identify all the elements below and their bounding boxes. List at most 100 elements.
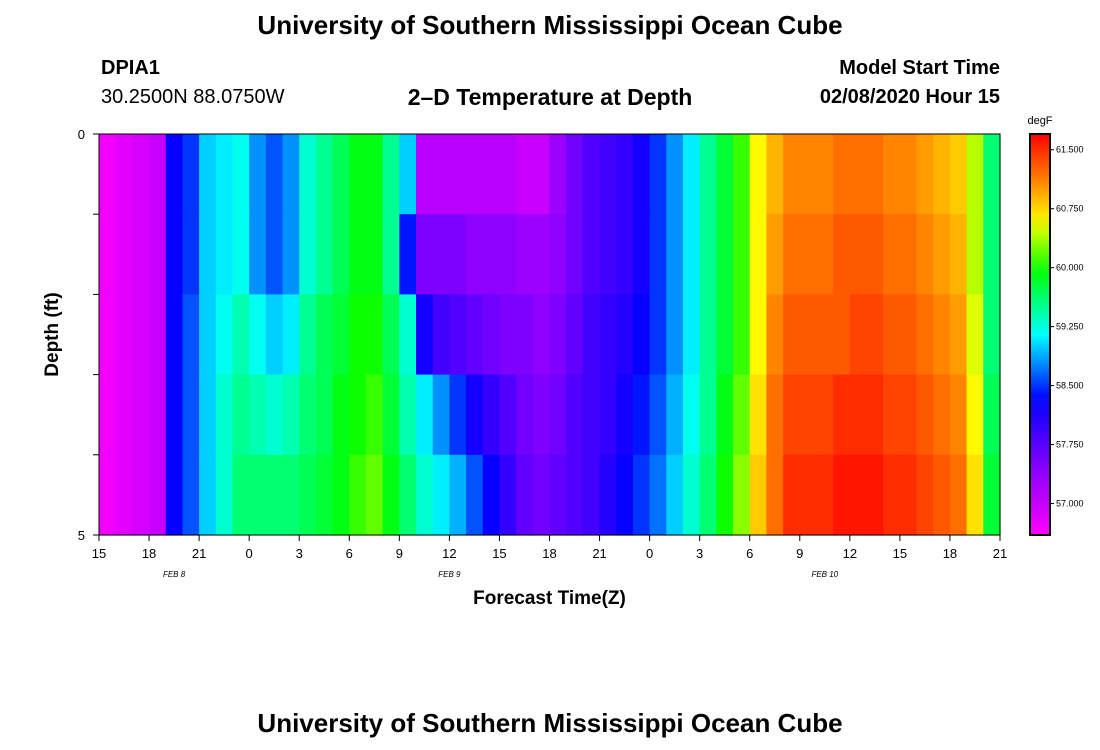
- heatmap-cell: [666, 374, 684, 456]
- heatmap-cell: [599, 454, 617, 536]
- heatmap-cell: [616, 134, 634, 215]
- heatmap-cell: [199, 214, 217, 295]
- heatmap-cell: [165, 374, 184, 456]
- heatmap-cell: [282, 374, 300, 456]
- heatmap-cell: [149, 214, 167, 295]
- heatmap-cell: [566, 214, 584, 295]
- heatmap-cell: [933, 374, 951, 456]
- heatmap-cell: [799, 454, 818, 536]
- heatmap-cell: [232, 134, 250, 215]
- heatmap-cell: [516, 374, 534, 456]
- heatmap-cell: [682, 134, 701, 215]
- heatmap-cell: [766, 374, 784, 456]
- heatmap-cell: [532, 374, 551, 456]
- heatmap-cell: [449, 454, 467, 536]
- heatmap-cell: [249, 454, 267, 536]
- heatmap-cell: [315, 294, 334, 376]
- heatmap-cell: [632, 214, 651, 295]
- day-label: FEB 9: [438, 570, 461, 579]
- heatmap-cell: [349, 374, 367, 456]
- heatmap-cell: [549, 294, 567, 376]
- heatmap-cell: [532, 294, 551, 376]
- heatmap-cell: [566, 294, 584, 376]
- heatmap-cell: [933, 294, 951, 376]
- x-tick-label: 21: [192, 546, 206, 561]
- heatmap-cell: [299, 294, 317, 376]
- heatmap-cell: [416, 374, 434, 456]
- heatmap-cell: [99, 214, 117, 295]
- day-label: FEB 10: [811, 570, 838, 579]
- colorbar-label: 57.000: [1056, 499, 1084, 509]
- heatmap-cell: [682, 294, 701, 376]
- x-tick-label: 6: [746, 546, 753, 561]
- heatmap-cell: [149, 134, 167, 215]
- heatmap-cell: [132, 294, 150, 376]
- station-id: DPIA1: [101, 57, 160, 79]
- heatmap-cell: [532, 134, 551, 215]
- heatmap-cell: [733, 214, 751, 295]
- heatmap-cell: [666, 134, 684, 215]
- y-tick-label: 5: [78, 528, 85, 543]
- heatmap-cell: [799, 374, 818, 456]
- heatmap-cell: [182, 374, 200, 456]
- heatmap-cell: [232, 374, 250, 456]
- x-tick-label: 21: [993, 546, 1007, 561]
- x-tick-label: 0: [646, 546, 653, 561]
- heatmap-cell: [983, 454, 1001, 536]
- heatmap-cell: [99, 294, 117, 376]
- heatmap-cell: [899, 454, 918, 536]
- heatmap-cell: [382, 454, 400, 536]
- heatmap-cell: [699, 134, 717, 215]
- heatmap-cell: [149, 294, 167, 376]
- heatmap-cell: [382, 294, 400, 376]
- heatmap-cell: [532, 454, 551, 536]
- heatmap-cell: [716, 374, 734, 456]
- heatmap-cell: [265, 134, 284, 215]
- heatmap-cell: [733, 134, 751, 215]
- heatmap-cell: [182, 454, 200, 536]
- colorbar-label: 61.500: [1056, 145, 1084, 155]
- x-tick-label: 18: [542, 546, 556, 561]
- heatmap-cell: [416, 134, 434, 215]
- heatmap-cell: [315, 134, 334, 215]
- heatmap-cell: [466, 454, 484, 536]
- heatmap-cell: [866, 134, 884, 215]
- heatmap-cell: [332, 454, 350, 536]
- model-start-value: 02/08/2020 Hour 15: [819, 86, 1000, 108]
- heatmap-cell: [966, 134, 984, 215]
- heatmap-cell: [783, 454, 801, 536]
- heatmap-cell: [215, 374, 234, 456]
- heatmap-cell: [983, 374, 1001, 456]
- heatmap-cell: [332, 374, 350, 456]
- heatmap-cell: [532, 214, 551, 295]
- heatmap-cell: [966, 214, 984, 295]
- heatmap-cell: [582, 294, 601, 376]
- heatmap-cell: [949, 214, 968, 295]
- heatmap-cell: [449, 294, 467, 376]
- heatmap-cell: [983, 294, 1001, 376]
- heatmap-cell: [666, 214, 684, 295]
- heatmap-cell: [716, 294, 734, 376]
- heatmap-cell: [783, 374, 801, 456]
- heatmap-cell: [649, 454, 667, 536]
- heatmap-cell: [382, 214, 400, 295]
- heatmap-cell: [949, 134, 968, 215]
- heatmap-cell: [99, 374, 117, 456]
- x-tick-label: 3: [296, 546, 303, 561]
- heatmap-cell: [249, 214, 267, 295]
- colorbar-label: 60.000: [1056, 263, 1084, 273]
- heatmap-cell: [332, 294, 350, 376]
- heatmap-cell: [399, 214, 417, 295]
- heatmap-cell: [849, 134, 868, 215]
- heatmap-cell: [282, 454, 300, 536]
- colorbar-unit: degF: [1027, 115, 1052, 127]
- heatmap-cell: [866, 214, 884, 295]
- heatmap-cell: [916, 294, 934, 376]
- heatmap-cell: [866, 374, 884, 456]
- heatmap-cell: [132, 454, 150, 536]
- heatmap-cell: [616, 214, 634, 295]
- heatmap-cell: [132, 374, 150, 456]
- heatmap-cell: [399, 374, 417, 456]
- heatmap-cell: [599, 374, 617, 456]
- station-coordinates: 30.2500N 88.0750W: [101, 86, 285, 108]
